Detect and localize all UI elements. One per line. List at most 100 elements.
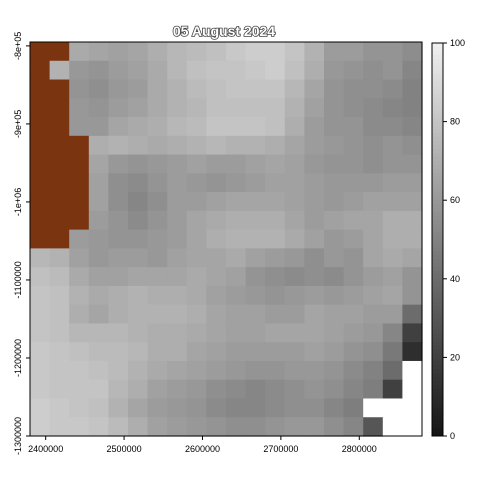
legend-swatch — [432, 302, 443, 307]
raster-cell — [128, 229, 149, 249]
raster-cell — [343, 98, 364, 118]
raster-cell — [186, 323, 207, 343]
raster-cell — [147, 42, 168, 62]
raster-cell — [88, 229, 109, 249]
raster-cell — [186, 360, 207, 381]
raster-cell — [226, 60, 247, 81]
raster-cell — [186, 379, 207, 400]
raster-cell — [245, 248, 266, 268]
raster-cell — [382, 417, 403, 437]
raster-cell — [324, 173, 345, 193]
raster-cell — [108, 304, 129, 325]
raster-cell — [69, 60, 90, 81]
legend-swatch — [432, 133, 443, 138]
raster-cell — [245, 342, 266, 362]
raster-cell — [226, 417, 247, 437]
raster-cell — [284, 229, 305, 249]
legend-swatch — [432, 121, 443, 127]
raster-cell — [69, 248, 90, 268]
raster-cell — [128, 60, 149, 81]
raster-cell — [186, 267, 207, 287]
raster-cell — [382, 398, 403, 418]
legend-swatch — [432, 373, 443, 378]
raster-cell — [363, 285, 384, 306]
legend-swatch — [432, 270, 443, 276]
legend-frame — [431, 42, 444, 437]
raster-cell — [206, 117, 227, 137]
legend-swatch — [432, 290, 443, 296]
raster-cell — [363, 342, 384, 362]
raster-cell — [30, 60, 51, 81]
legend-swatch — [432, 263, 443, 268]
raster-cell — [206, 192, 227, 212]
raster-cell — [265, 229, 286, 249]
raster-cell — [245, 360, 266, 381]
raster-cell — [206, 267, 227, 287]
raster-cell — [206, 285, 227, 306]
raster-cell — [284, 98, 305, 118]
raster-cell — [304, 229, 325, 249]
raster-cell — [88, 60, 109, 81]
raster-cell — [363, 379, 384, 400]
legend-swatch — [432, 282, 443, 288]
raster-cell — [245, 304, 266, 325]
legend-swatch — [432, 156, 443, 162]
raster-cell — [167, 192, 188, 212]
raster-cell — [108, 360, 129, 381]
raster-cell — [128, 323, 149, 343]
raster-cell — [226, 79, 247, 99]
raster-cell — [69, 360, 90, 381]
raster-cell — [49, 117, 70, 137]
legend-swatch — [432, 125, 443, 130]
raster-cell — [88, 267, 109, 287]
raster-cell — [284, 398, 305, 418]
legend-swatch — [432, 82, 443, 87]
raster-cell — [88, 192, 109, 212]
raster-cell — [324, 117, 345, 137]
raster-cell — [382, 79, 403, 99]
raster-cell — [363, 267, 384, 287]
raster-cell — [226, 342, 247, 362]
raster-cell — [128, 154, 149, 174]
raster-cell — [304, 98, 325, 118]
raster-cell — [226, 267, 247, 287]
raster-cell — [343, 117, 364, 137]
raster-cell — [186, 154, 207, 174]
raster-cell — [108, 42, 129, 62]
raster-cell — [304, 379, 325, 400]
raster-cell — [363, 154, 384, 174]
raster-cell — [402, 285, 423, 306]
raster-cell — [206, 154, 227, 174]
raster-cell — [304, 304, 325, 325]
raster-cell — [206, 173, 227, 193]
raster-cell — [284, 323, 305, 343]
raster-cell — [284, 210, 305, 231]
legend-swatch — [432, 239, 443, 244]
raster-cell — [147, 60, 168, 81]
raster-cell — [49, 417, 70, 437]
raster-cell — [186, 210, 207, 231]
raster-cell — [382, 173, 403, 193]
x-tick-label: 2400000 — [28, 444, 63, 454]
raster-cell — [49, 135, 70, 156]
raster-cell — [304, 342, 325, 362]
raster-cell — [226, 135, 247, 156]
legend-swatch — [432, 90, 443, 95]
raster-cell — [245, 210, 266, 231]
legend-swatch — [432, 50, 443, 56]
raster-cell — [206, 42, 227, 62]
raster-cell — [167, 154, 188, 174]
y-tick-label: -1300000 — [13, 417, 23, 455]
raster-cell — [128, 360, 149, 381]
raster-cell — [108, 192, 129, 212]
legend-swatch — [432, 420, 443, 425]
raster-cell — [186, 248, 207, 268]
raster-cell — [167, 267, 188, 287]
legend-swatch — [432, 204, 443, 209]
legend-swatch — [432, 267, 443, 272]
raster-cell — [186, 229, 207, 249]
raster-cell — [363, 360, 384, 381]
raster-cell — [167, 98, 188, 118]
raster-cell — [69, 304, 90, 325]
raster-cell — [363, 248, 384, 268]
